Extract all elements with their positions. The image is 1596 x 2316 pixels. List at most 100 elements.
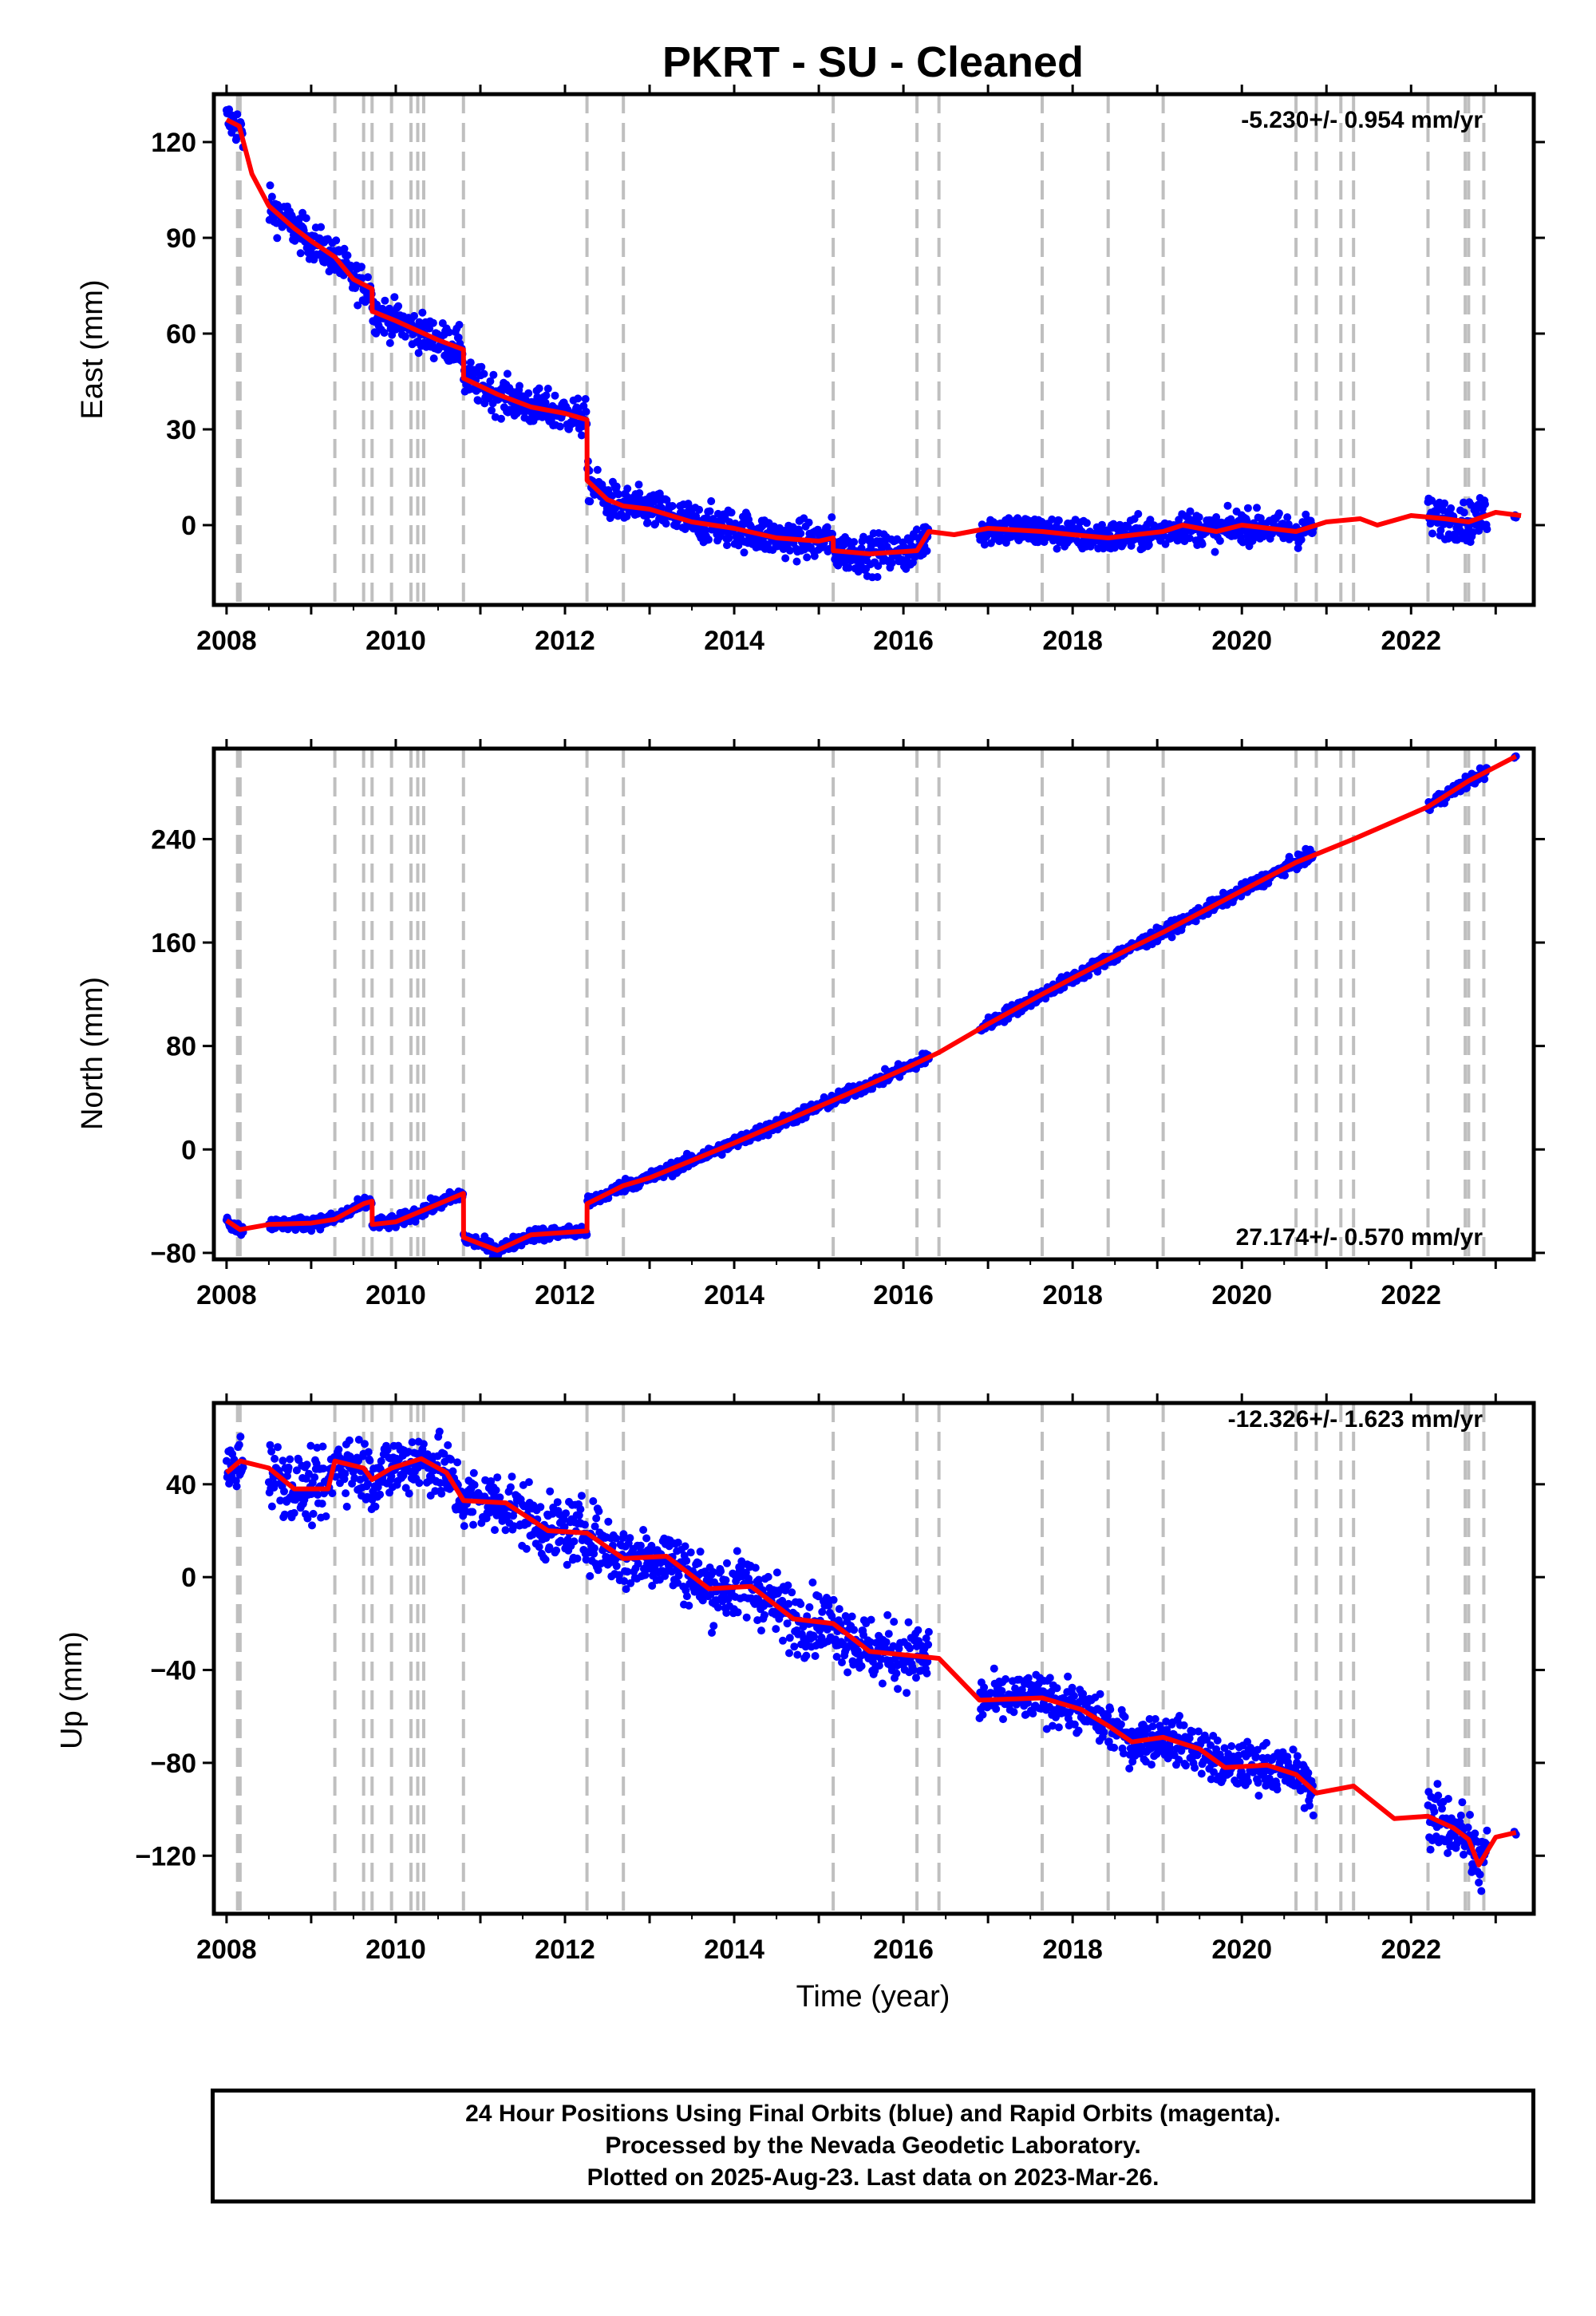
data-point: [781, 554, 790, 563]
data-point: [810, 551, 819, 560]
x-tick-label: 2008: [196, 626, 257, 656]
data-point: [887, 559, 896, 567]
data-point: [358, 263, 365, 271]
data-point: [580, 1520, 589, 1529]
data-point: [310, 1473, 319, 1482]
x-tick-label: 2008: [196, 1280, 257, 1310]
data-point: [802, 1651, 811, 1660]
north-axis-label: North (mm): [76, 977, 109, 1130]
data-point: [612, 482, 621, 491]
data-point: [536, 1503, 545, 1512]
data-point: [1145, 1715, 1154, 1723]
data-point: [1070, 1720, 1079, 1729]
data-point: [318, 1500, 326, 1508]
data-point: [811, 1652, 820, 1660]
data-point: [487, 1477, 496, 1485]
data-point: [717, 530, 725, 539]
data-point: [701, 526, 709, 535]
data-point: [492, 1486, 500, 1495]
plot-frame: [211, 92, 1536, 607]
data-point: [405, 1489, 413, 1498]
data-point: [1009, 1708, 1018, 1717]
data-point: [980, 1683, 989, 1692]
data-point: [1127, 541, 1136, 550]
data-point: [1480, 775, 1489, 784]
data-point: [318, 1442, 327, 1451]
data-point: [717, 1151, 726, 1159]
data-point: [1001, 1675, 1010, 1683]
data-point: [686, 1548, 695, 1557]
data-point: [267, 1502, 276, 1511]
data-point: [814, 1592, 823, 1601]
data-point: [516, 381, 523, 390]
data-point: [460, 1522, 468, 1531]
data-point: [912, 525, 921, 534]
data-point: [1243, 504, 1252, 512]
data-point: [1167, 933, 1176, 942]
data-point: [824, 545, 833, 553]
data-point: [541, 398, 550, 407]
data-point: [1074, 1726, 1083, 1735]
data-point: [465, 1491, 474, 1500]
y-tick-label: 240: [151, 824, 196, 855]
data-point: [1186, 507, 1195, 516]
data-point: [444, 1441, 452, 1449]
data-point: [722, 1609, 731, 1617]
data-point: [1064, 1672, 1073, 1681]
data-point: [810, 1632, 818, 1641]
data-point: [857, 1662, 866, 1670]
data-point: [284, 1463, 293, 1472]
data-point: [705, 507, 714, 516]
data-point: [924, 1640, 933, 1649]
data-point: [586, 1571, 595, 1580]
data-point: [790, 1642, 799, 1651]
data-point: [733, 1608, 742, 1617]
data-point: [1161, 539, 1170, 548]
data-point: [319, 1464, 328, 1473]
data-point: [751, 1563, 760, 1572]
data-point: [903, 1689, 911, 1697]
data-point: [882, 1638, 891, 1646]
y-tick-label: 90: [166, 223, 196, 254]
data-point: [1215, 536, 1224, 545]
data-point: [593, 465, 602, 474]
y-tick-label: 160: [151, 928, 196, 958]
data-point: [232, 133, 241, 142]
data-point: [741, 1568, 750, 1577]
data-point: [1148, 1761, 1156, 1769]
data-point: [803, 553, 812, 562]
data-point: [1281, 871, 1289, 879]
data-point: [709, 1567, 717, 1576]
data-point: [614, 490, 623, 499]
data-point: [276, 1496, 285, 1505]
data-point: [924, 1627, 933, 1636]
x-tick-label: 2018: [1042, 1280, 1103, 1310]
data-point: [999, 1715, 1007, 1724]
data-point: [1088, 539, 1097, 547]
data-point: [626, 1534, 634, 1543]
data-point: [1070, 1692, 1078, 1701]
data-point: [314, 1491, 322, 1499]
data-point: [506, 1483, 515, 1492]
y-tick-label: 0: [181, 1135, 196, 1165]
data-point: [477, 362, 486, 371]
data-point: [793, 1650, 802, 1659]
data-point: [577, 431, 586, 440]
data-point: [912, 1674, 920, 1682]
data-point: [232, 1482, 241, 1491]
data-point: [541, 1555, 550, 1564]
data-point: [721, 1576, 730, 1584]
data-point: [365, 1456, 374, 1464]
data-point: [236, 1433, 245, 1441]
data-point: [1151, 1715, 1159, 1723]
data-point: [575, 1511, 583, 1520]
data-point: [286, 1455, 294, 1464]
x-tick-label: 2014: [704, 1280, 764, 1310]
data-point: [1045, 1674, 1054, 1682]
data-point: [497, 414, 505, 423]
data-point: [488, 406, 496, 415]
data-point: [302, 1460, 311, 1469]
data-point: [1116, 1720, 1125, 1729]
data-point: [448, 1467, 457, 1476]
